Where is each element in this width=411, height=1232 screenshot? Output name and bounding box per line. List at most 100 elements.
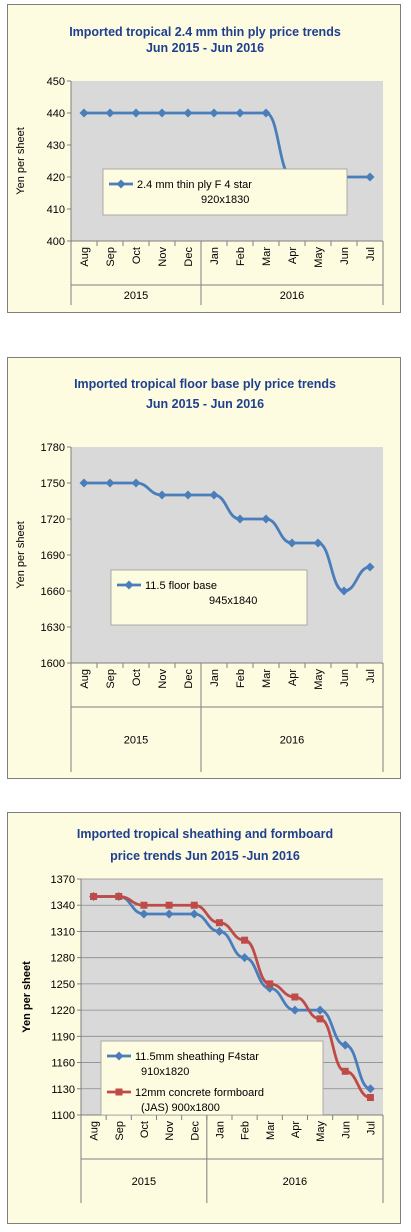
x-tick-label: Mar	[265, 1121, 277, 1140]
data-point	[183, 490, 193, 500]
data-point	[316, 1015, 324, 1023]
data-point	[105, 478, 115, 488]
y-tick-label: 430	[47, 140, 65, 152]
y-tick-label: 420	[47, 172, 65, 184]
data-point	[139, 909, 149, 919]
x-tick-label: Jun	[339, 669, 351, 687]
x-tick-label: Jul	[365, 1121, 377, 1135]
data-point	[115, 892, 123, 900]
y-tick-label: 1160	[51, 1058, 75, 1070]
data-point	[366, 1094, 374, 1102]
chart-floor-base: Imported tropical floor base ply price t…	[15, 377, 384, 772]
y-axis-title: Yen per sheet	[15, 521, 27, 588]
y-axis-title: Yen per sheet	[21, 961, 33, 1033]
data-point	[209, 108, 219, 118]
data-point	[315, 1005, 325, 1015]
y-tick-label: 1280	[51, 953, 75, 965]
data-point	[341, 1067, 349, 1075]
legend-label: 2.4 mm thin ply F 4 star	[137, 179, 252, 191]
legend-label: 910x1820	[141, 1066, 189, 1078]
y-tick-label: 1130	[51, 1084, 75, 1096]
x-tick-label: May	[315, 1121, 327, 1142]
x-tick-label: Oct	[131, 669, 143, 686]
data-point	[157, 108, 167, 118]
chart-title-line: Imported tropical floor base ply price t…	[74, 377, 336, 391]
x-tick-label: May	[313, 669, 325, 690]
legend-label: (JAS) 900x1800	[141, 1102, 220, 1114]
legend-box	[100, 1040, 324, 1116]
data-point	[140, 901, 148, 909]
legend-label: 12mm concrete formboard	[135, 1087, 264, 1099]
legend-box	[102, 168, 348, 216]
x-tick-label: Mar	[261, 247, 273, 266]
chart-panel-sheathing-formboard: Imported tropical sheathing and formboar…	[7, 812, 401, 1224]
data-point	[157, 490, 167, 500]
data-point	[365, 562, 375, 572]
legend-label: 11.5mm sheathing F4star	[135, 1051, 259, 1063]
x-tick-label: Dec	[183, 669, 195, 689]
data-point	[164, 909, 174, 919]
chart-panel-floor-base: Imported tropical floor base ply price t…	[7, 357, 401, 779]
data-point	[105, 108, 115, 118]
plot-area	[71, 81, 383, 241]
legend: 2.4 mm thin ply F 4 star 920x1830	[102, 168, 348, 216]
x-tick-label: Aug	[79, 669, 91, 689]
chart-sheathing-formboard: Imported tropical sheathing and formboar…	[21, 827, 384, 1203]
data-point	[131, 108, 141, 118]
data-point	[261, 514, 271, 524]
data-point	[290, 1005, 300, 1015]
data-point	[90, 892, 98, 900]
x-tick-label: Apr	[290, 1121, 302, 1138]
y-tick-label: 1630	[41, 622, 65, 634]
legend-marker	[124, 580, 134, 590]
y-tick-label: 1310	[51, 926, 75, 938]
chart-panel-thin-ply: Imported tropical 2.4 mm thin ply price …	[7, 4, 401, 313]
year-label: 2015	[124, 290, 148, 302]
x-tick-label: Oct	[139, 1121, 151, 1138]
legend-label: 11.5 floor base	[145, 580, 217, 592]
x-tick-label: Nov	[157, 247, 169, 267]
y-tick-label: 400	[47, 236, 65, 248]
data-point	[365, 1084, 375, 1094]
data-point	[291, 993, 299, 1001]
x-tick-label: Feb	[240, 1121, 252, 1140]
x-tick-label: Apr	[287, 669, 299, 686]
data-point	[79, 108, 89, 118]
x-tick-label: Nov	[164, 1121, 176, 1141]
y-tick-label: 1190	[51, 1031, 75, 1043]
year-label: 2016	[283, 1176, 307, 1188]
x-tick-label: Jun	[340, 1121, 352, 1139]
x-tick-label: Feb	[235, 669, 247, 688]
y-tick-label: 1100	[51, 1110, 75, 1122]
y-tick-label: 1220	[51, 1005, 75, 1017]
chart-title-line: Imported tropical sheathing and formboar…	[77, 827, 333, 841]
data-point	[340, 1040, 350, 1050]
x-tick-label: Dec	[183, 247, 195, 267]
x-tick-label: Apr	[287, 247, 299, 264]
year-label: 2016	[280, 735, 304, 747]
y-tick-label: 450	[47, 76, 65, 88]
series-2	[90, 892, 374, 1102]
year-label: 2015	[124, 735, 148, 747]
data-point	[190, 901, 198, 909]
y-tick-label: 1660	[41, 586, 65, 598]
series-1	[79, 478, 375, 596]
x-tick-label: May	[313, 247, 325, 268]
x-tick-label: Aug	[89, 1121, 101, 1141]
y-tick-label: 1690	[41, 550, 65, 562]
legend-box	[110, 569, 308, 626]
data-point	[287, 538, 297, 548]
data-point	[241, 936, 249, 944]
data-point	[79, 478, 89, 488]
legend-label: 945x1840	[209, 595, 257, 607]
data-point	[209, 490, 219, 500]
chart-thin-ply: Imported tropical 2.4 mm thin ply price …	[15, 25, 384, 305]
x-tick-label: Jan	[209, 669, 221, 687]
x-tick-label: Jul	[365, 247, 377, 261]
data-point	[183, 108, 193, 118]
data-point	[339, 586, 349, 596]
y-tick-label: 1750	[41, 478, 65, 490]
y-tick-label: 1780	[41, 442, 65, 454]
year-label: 2015	[132, 1176, 156, 1188]
data-point	[240, 953, 250, 963]
